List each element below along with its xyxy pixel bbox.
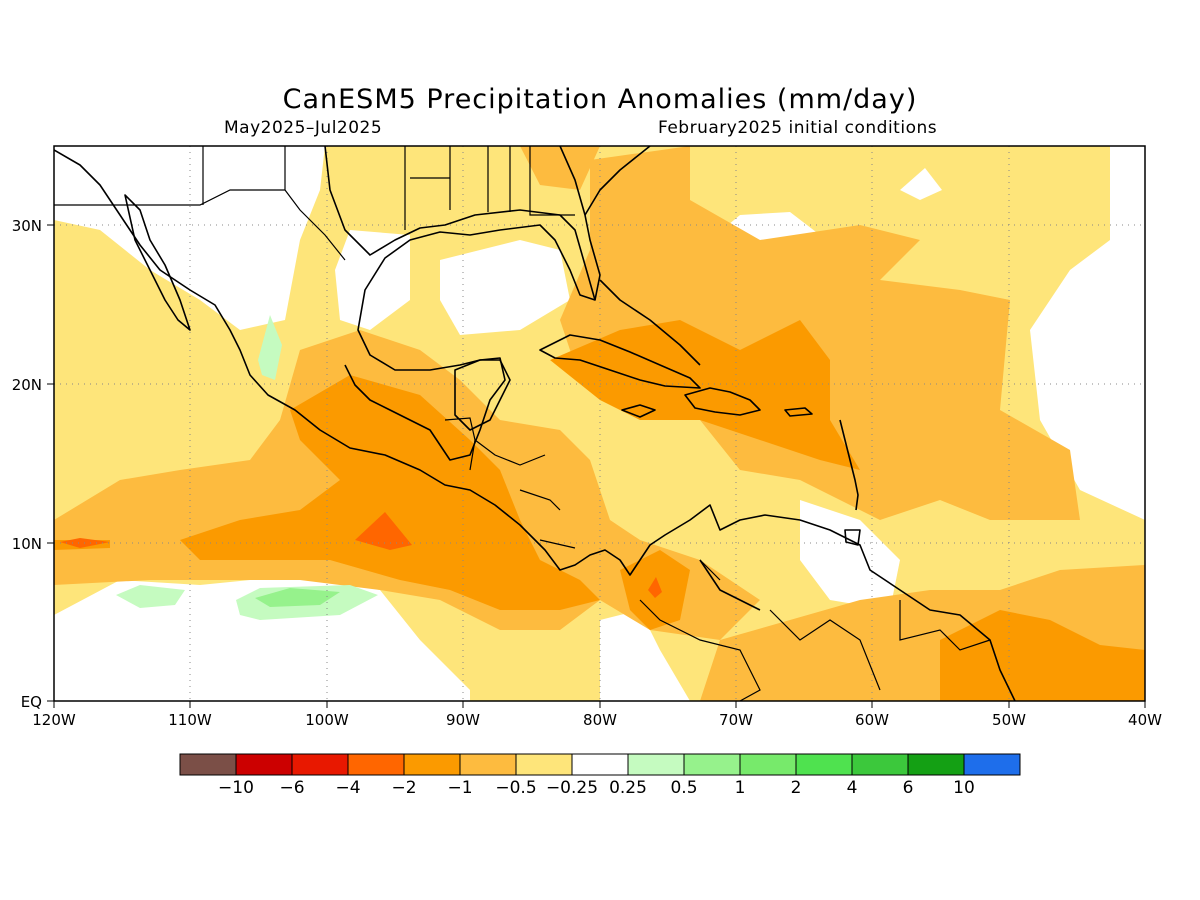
colorbar-swatch [907,753,965,776]
colorbar-label: −1 [447,778,472,798]
fill-white-gulf-east [440,240,570,335]
coast-puerto-rico [784,407,813,417]
colorbar-label: 0.25 [609,778,647,798]
border-south-america [639,559,991,701]
colorbar-swatch [515,753,573,776]
fill-green-2 [255,588,340,607]
coast-bahamas [599,279,701,366]
colorbar-swatch [795,753,853,776]
coast-baja [124,194,191,331]
colorbar-label: −4 [335,778,360,798]
coast-trinidad [844,529,861,546]
colorbar-label: 1 [735,778,746,798]
colorbar-swatch [627,753,685,776]
colorbar-labels: −10 −6 −4 −2 −1 −0.5 −0.25 0.25 0.5 1 2 4 6 10 [218,778,975,798]
colorbar [179,753,1021,776]
gridlines [54,146,1145,701]
coast-gulf [324,146,596,461]
colorbar-label: −0.5 [495,778,536,798]
fill-white-mexico-north [54,146,325,330]
colorbar-swatch [851,753,909,776]
colorbar-label: 2 [791,778,802,798]
fill-white-east-pacific [54,575,470,701]
fill-light-green-1 [116,585,185,608]
fill-light-orange-florida [520,146,600,190]
coast-cuba [539,334,701,389]
coast-florida [559,146,601,301]
colorbar-label: 6 [903,778,914,798]
lat-label-10n: 10N [12,535,42,553]
lon-label-110w: 110W [168,711,212,729]
coast-us-east [584,146,651,216]
colorbar-label: −6 [279,778,304,798]
coastlines [54,146,1016,701]
fill-white-bubble-1 [900,168,942,200]
fill-orange-pacific-band [180,375,600,610]
fill-light-orange-atlantic [560,146,1080,520]
lon-label-120w: 120W [32,711,76,729]
colorbar-swatch [291,753,349,776]
lon-label-60w: 60W [855,711,889,729]
fill-white-atlantic-east [1030,146,1145,520]
lat-label-eq: EQ [21,693,42,711]
border-central-america [444,417,576,549]
fill-white-colombia-pacific [600,610,690,701]
fill-orange-guiana [940,610,1145,701]
fill-light-green-mexico [258,315,282,380]
colorbar-swatch [683,753,741,776]
colorbar-swatch [963,753,1021,776]
colorbar-label: −2 [391,778,416,798]
fill-dark-orange-colombia [648,577,662,598]
coast-lesser-antilles [839,419,859,511]
lat-label-20n: 20N [12,376,42,394]
border-us-states [202,146,575,230]
colorbar-swatch [179,753,237,776]
colorbar-swatch [347,753,405,776]
map-title: CanESM5 Precipitation Anomalies (mm/day) [282,84,918,115]
fill-dark-orange-pacific [355,512,412,550]
colorbar-swatch [459,753,517,776]
lon-label-80w: 80W [583,711,617,729]
lon-label-90w: 90W [446,711,480,729]
colorbar-label: 10 [953,778,975,798]
fill-white-gulf [335,230,410,330]
frame-ticks [47,224,1146,708]
anomaly-field [54,146,1145,701]
initial-conditions: February2025 initial conditions [658,118,938,138]
colorbar-swatch [403,753,461,776]
colorbar-label: −10 [218,778,254,798]
colorbar-swatch [571,753,629,776]
fill-orange-caribbean [550,320,860,470]
colorbar-label: 4 [847,778,858,798]
lon-label-70w: 70W [719,711,753,729]
lon-label-40w: 40W [1128,711,1162,729]
coast-hispaniola [684,387,761,416]
lon-label-50w: 50W [992,711,1026,729]
colorbar-swatch [235,753,293,776]
colorbar-label: −0.25 [546,778,598,798]
coast-jamaica [621,404,656,418]
lat-label-30n: 30N [12,217,42,235]
forecast-period: May2025–Jul2025 [224,118,383,138]
colorbar-swatch [739,753,797,776]
coast-yucatan [454,359,511,431]
colorbar-label: 0.5 [670,778,697,798]
borders [54,146,991,701]
coast-venezuela-river [699,559,761,611]
lon-label-100w: 100W [305,711,349,729]
